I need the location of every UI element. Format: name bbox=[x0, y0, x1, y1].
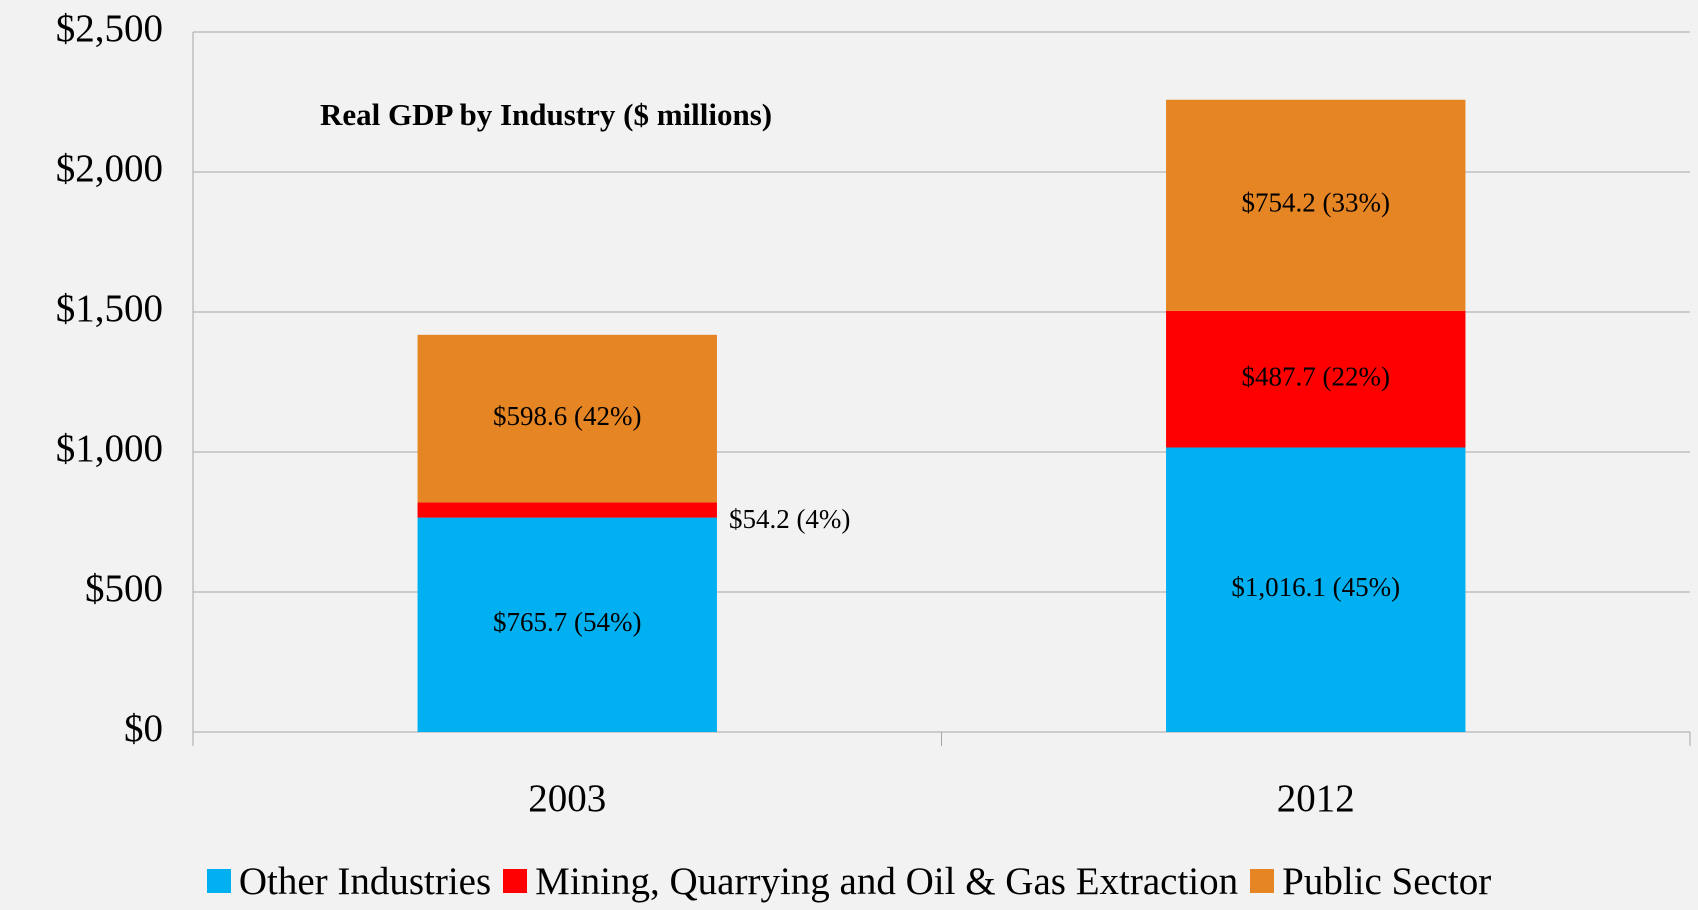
legend-label: Mining, Quarrying and Oil & Gas Extracti… bbox=[535, 859, 1239, 903]
data-label: $765.7 (54%) bbox=[493, 607, 641, 637]
data-label: $1,016.1 (45%) bbox=[1231, 572, 1400, 602]
y-tick-label: $1,500 bbox=[56, 287, 163, 330]
legend-swatch bbox=[1250, 869, 1275, 893]
data-label: $487.7 (22%) bbox=[1242, 361, 1390, 391]
chart: Real GDP by Industry ($ millions) $0 $500… bbox=[56, 7, 1691, 820]
data-label: $598.6 (42%) bbox=[493, 401, 641, 431]
legend: Other Industries Mining, Quarrying and Oi… bbox=[0, 856, 1698, 906]
bar-segment bbox=[417, 502, 717, 518]
legend-item: Other Industries bbox=[206, 859, 492, 904]
y-tick-label: $2,500 bbox=[56, 7, 163, 50]
x-tick-label: 2003 bbox=[528, 777, 606, 820]
legend-swatch bbox=[503, 869, 528, 893]
legend-item: Mining, Quarrying and Oil & Gas Extracti… bbox=[503, 859, 1238, 904]
x-tick-label: 2012 bbox=[1277, 777, 1355, 820]
data-label: $54.2 (4%) bbox=[729, 504, 850, 534]
legend-swatch bbox=[206, 869, 231, 893]
bar-segment bbox=[417, 517, 717, 732]
y-tick-label: $2,000 bbox=[56, 147, 163, 190]
legend-label: Public Sector bbox=[1282, 859, 1492, 903]
legend-label: Other Industries bbox=[238, 859, 492, 903]
bar-segment bbox=[1166, 99, 1466, 311]
bar-segment bbox=[1166, 310, 1466, 448]
y-tick-label: $500 bbox=[85, 567, 163, 610]
data-label: $754.2 (33%) bbox=[1242, 188, 1390, 218]
bar-segment bbox=[1166, 447, 1466, 732]
chart-title: Real GDP by Industry ($ millions) bbox=[320, 97, 772, 132]
y-tick-label: $1,000 bbox=[56, 427, 163, 470]
bar-segment bbox=[417, 334, 717, 503]
y-tick-label: $0 bbox=[124, 707, 163, 750]
legend-item: Public Sector bbox=[1250, 859, 1491, 904]
